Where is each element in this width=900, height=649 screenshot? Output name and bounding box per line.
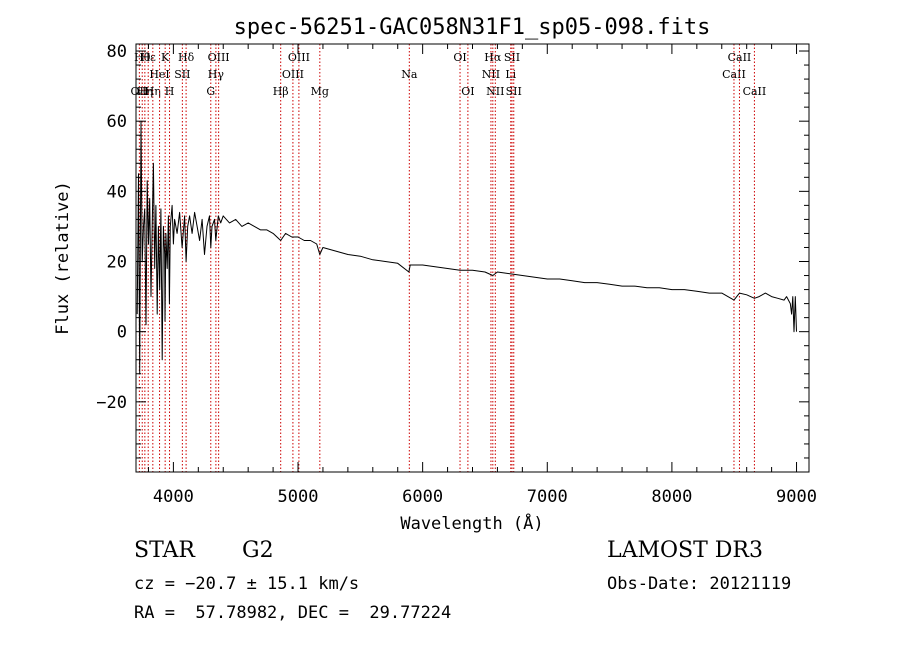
y-tick-label: 60 [107,112,127,132]
line-marker-label: Hα [484,51,502,64]
survey-label: LAMOST DR3 [607,538,763,563]
line-marker-label: Hθ [134,51,151,64]
plot-frame [135,43,810,473]
x-axis-label: Wavelength (Å) [400,512,543,534]
line-marker-label: Hβ [273,85,289,98]
line-marker-label: NII [486,85,504,98]
y-axis-label: Flux (relative) [53,181,73,335]
line-marker-label: OII [131,85,149,98]
coordinates-text: RA = 57.78982, DEC = 29.77224 [134,603,452,623]
line-marker-label: CaII [743,85,767,98]
line-marker-label: OIII [208,51,230,64]
line-marker-label: NII [482,68,500,81]
line-marker-label: H [165,85,175,98]
line-marker-label: OIII [288,51,310,64]
y-tick-label: 20 [107,253,127,273]
line-marker-label: SII [506,85,522,98]
y-ticks: −20 0 20 40 60 80 [96,42,809,459]
x-tick-label: 9000 [776,487,817,507]
y-tick-label: 0 [117,323,127,343]
x-ticks: 4000 5000 6000 7000 8000 9000 [147,44,817,507]
obs-date-text: Obs-Date: 20121119 [607,574,792,594]
y-tick-label: 40 [107,182,127,202]
x-tick-label: 5000 [278,487,319,507]
line-marker-label: G [206,85,215,98]
line-marker-label: Hδ [178,51,195,64]
line-marker-label: K [161,51,170,64]
y-tick-label: 80 [107,42,127,62]
x-tick-label: 6000 [402,487,443,507]
line-marker-label: SII [504,51,520,64]
line-marker-label: Hη [137,85,153,98]
y-tick-label: −20 [96,393,127,413]
line-marker-label: CaII [722,68,746,81]
line-marker-label: OIII [282,68,304,81]
line-marker-label: Li [505,68,516,81]
line-marker-label: CaII [728,51,752,64]
object-class: STAR [134,538,195,563]
line-marker-label: Na [401,68,418,81]
line-marker-label: OI [461,85,474,98]
redshift-text: cz = −20.7 ± 15.1 km/s [134,574,360,594]
x-tick-label: 4000 [153,487,194,507]
line-marker-label: Hγ [208,68,225,81]
line-marker-label: Hη [145,85,161,98]
line-marker-label: OI [453,51,466,64]
x-tick-label: 7000 [527,487,568,507]
line-marker-label: SII [174,68,190,81]
object-subclass: G2 [242,538,274,563]
line-markers: OII Hθ Hη Hε Hη HeI K H SII Hδ G Hγ OIII Hβ OIII OIII Mg… [131,44,767,472]
line-marker-label: Hε [141,51,157,64]
chart-title: spec-56251-GAC058N31F1_sp05-098.fits [234,15,711,40]
x-tick-label: 8000 [651,487,692,507]
line-marker-label: Mg [311,85,329,98]
spectrum-line [136,120,797,375]
line-marker-label: HeI [149,68,169,81]
